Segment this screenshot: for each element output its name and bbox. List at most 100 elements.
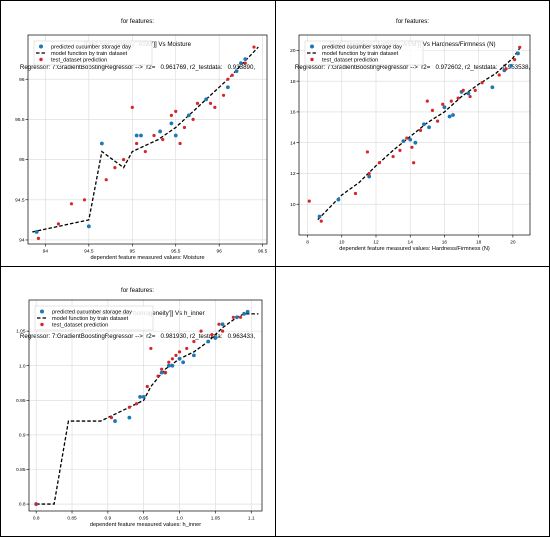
point-test-prediction [398,148,402,152]
chart-title-line: Regressor: 7:GradientBoostingRegressor -… [19,63,256,71]
x-tick-label: 8 [306,240,309,246]
x-tick-label: 94.5 [84,249,94,255]
point-test-prediction [160,367,164,371]
point-predicted [213,336,218,340]
point-test-prediction [170,357,174,361]
y-tick-label: 20 [290,48,296,54]
legend-marker-test [310,57,314,62]
point-test-prediction [167,360,171,364]
point-test-prediction [177,350,182,354]
legend-marker-predicted [310,44,314,49]
outer-border-left [0,0,1,537]
point-predicted [170,363,175,368]
point-predicted [408,137,413,142]
legend-box [33,40,153,66]
x-tick-label: 20 [510,240,516,246]
x-tick-label: 96 [217,249,223,255]
point-test-prediction [220,329,225,333]
x-tick-label: 0.8 [33,516,40,522]
point-test-prediction [410,145,414,149]
legend-label: predicted cucumber storage day [52,310,132,316]
x-axis-label: dependent feature measured values: h_inn… [90,522,201,528]
point-test-prediction [104,178,108,182]
point-predicted [413,140,418,145]
point-test-prediction [36,236,41,240]
plot-frame [28,299,263,512]
y-tick-label: 1.05 [16,329,26,335]
point-predicted [447,114,452,119]
point-test-prediction [441,102,445,106]
point-test-prediction [461,88,465,92]
point-test-prediction [391,154,395,159]
y-tick-label: 95.5 [15,117,25,123]
point-test-prediction [513,58,517,62]
plot-frame [27,34,268,245]
point-test-prediction [195,101,200,105]
chart-title-line: for features: [395,18,430,26]
point-predicted [177,356,182,361]
legend-label: model function by train dataset [51,51,128,57]
y-tick-label: 0.9 [19,433,26,439]
point-predicted [99,141,104,146]
chart-moisture: 94 94.5 95 95.5 96 96.5 94 94.5 95 95.5 96 dependen… [15,34,268,261]
point-test-prediction [473,88,477,92]
point-predicted [401,139,406,144]
y-tick-label: 18 [290,79,296,85]
point-test-prediction [425,99,429,103]
point-test-prediction [213,105,217,109]
point-predicted [234,69,239,74]
point-predicted [34,230,39,234]
point-predicted [367,174,372,179]
x-tick-label: 95.5 [171,249,181,255]
x-tick-label: 18 [476,240,482,246]
point-predicted [113,419,117,423]
point-test-prediction [174,353,178,357]
point-test-prediction [152,133,156,138]
series-line-model-function [36,313,259,505]
point-test-prediction [127,405,131,409]
point-predicted [422,122,426,127]
panel-divider-horizontal [0,266,550,267]
point-test-prediction [518,45,522,49]
point-predicted [86,224,91,229]
x-axis-label: dependent feature measured values: Moist… [90,255,204,261]
y-tick-label: 94.5 [15,197,25,203]
point-test-prediction [430,108,435,112]
point-test-prediction [191,117,195,122]
legend-marker-predicted [39,44,43,49]
point-predicted [243,57,248,62]
point-predicted [127,415,132,420]
y-tick-label: 0.95 [16,398,26,404]
y-tick-label: 16 [290,110,296,116]
point-predicted [181,360,186,365]
point-test-prediction [163,371,167,375]
point-test-prediction [243,61,247,65]
point-test-prediction [161,137,165,142]
point-test-prediction [353,191,358,196]
x-tick-label: 14 [408,240,414,246]
legend-marker-predicted [40,309,44,314]
point-test-prediction [145,384,149,389]
x-tick-label: 12 [373,240,379,246]
point-predicted [139,133,143,138]
point-test-prediction [418,128,423,132]
legend-label: predicted cucumber storage day [51,45,131,51]
point-predicted [206,339,211,344]
x-tick-label: 0.95 [139,516,149,522]
x-axis-label: dependent feature measured values: Hardn… [339,246,490,252]
legend-marker-test [39,57,43,62]
point-test-prediction [143,149,147,154]
y-tick-label: 12 [290,171,296,177]
y-tick-label: 94 [19,238,25,244]
x-tick-label: 0.85 [67,516,77,522]
point-test-prediction [56,222,61,226]
point-test-prediction [436,119,440,123]
point-predicted [134,133,139,138]
point-test-prediction [504,67,508,71]
panel-divider-vertical [275,0,276,537]
legend-label: model function by train dataset [322,51,399,57]
point-test-prediction [199,329,203,333]
chart-title-line: for features: [120,18,155,26]
